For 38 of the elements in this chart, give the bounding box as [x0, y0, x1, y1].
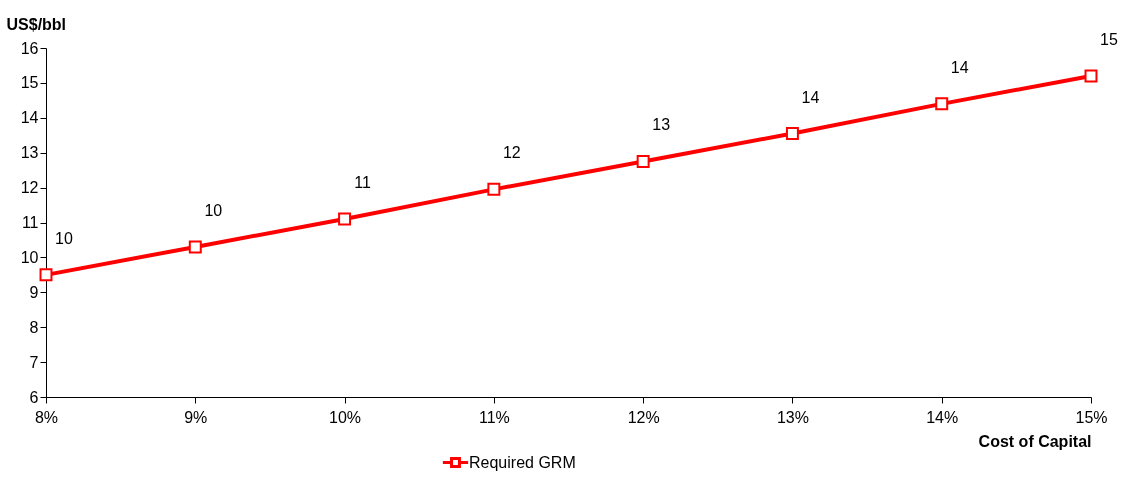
data-label: 10	[55, 229, 73, 247]
y-tick-label: 16	[20, 39, 39, 57]
legend-label: Required GRM	[469, 453, 576, 471]
y-tick-label: 13	[20, 144, 39, 162]
data-label: 14	[950, 58, 969, 76]
y-tick-label: 10	[20, 248, 39, 266]
data-label: 14	[801, 88, 820, 106]
y-tick-label: 12	[20, 179, 39, 197]
point	[1084, 69, 1098, 83]
x-tick-label: 14%	[926, 408, 959, 426]
point	[487, 182, 501, 196]
y-tick-label: 14	[20, 109, 39, 127]
data-label: 13	[652, 116, 671, 134]
x-tick-label: 9%	[184, 408, 208, 426]
point	[338, 212, 352, 226]
point	[39, 268, 53, 282]
y-tick-label: 11	[21, 214, 39, 231]
x-tick-label: 10%	[329, 408, 362, 426]
point	[188, 240, 202, 254]
x-tick-label: 12%	[627, 408, 660, 426]
point	[636, 154, 650, 168]
x-tick-label: 11%	[478, 408, 510, 426]
x-tick-label: 15%	[1075, 408, 1108, 426]
y-axis-title: US$/bbl	[6, 15, 67, 33]
x-axis-title: Cost of Capital	[978, 432, 1092, 450]
data-label: 15	[1100, 30, 1118, 48]
y-tick-label: 8	[29, 318, 39, 336]
y-tick-label: 6	[29, 388, 39, 406]
data-label: 10	[204, 201, 223, 219]
y-tick-label: 7	[29, 353, 39, 371]
point	[785, 127, 799, 140]
x-tick-label: 13%	[776, 408, 809, 426]
y-tick-label: 9	[29, 283, 39, 301]
data-label: 11	[354, 174, 371, 192]
point	[935, 97, 949, 111]
x-tick-label: 8%	[34, 408, 59, 426]
y-tick-label: 15	[20, 74, 39, 92]
data-label: 12	[502, 144, 521, 162]
